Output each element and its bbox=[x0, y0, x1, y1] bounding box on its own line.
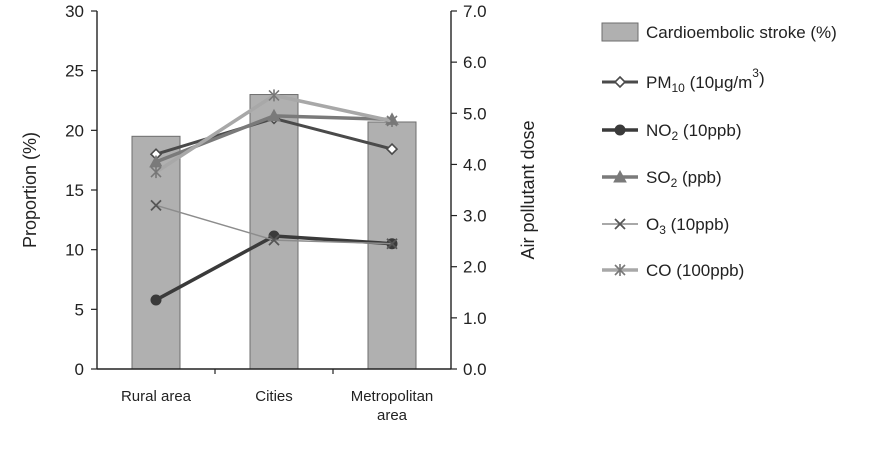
legend-swatch-marker-4 bbox=[614, 264, 626, 276]
legend-swatch-bar bbox=[601, 22, 639, 42]
point-3-1 bbox=[268, 234, 280, 246]
y-left-tick-label: 25 bbox=[65, 62, 84, 81]
legend-label-2: SO2 (ppb) bbox=[646, 168, 722, 190]
legend-label-4: CO (100ppb) bbox=[646, 261, 744, 280]
y-axis-right-title: Air pollutant dose bbox=[518, 120, 538, 259]
point-3-2 bbox=[386, 238, 398, 250]
legend-label-3: O3 (10ppb) bbox=[646, 215, 729, 237]
y-right-tick-label: 3.0 bbox=[463, 207, 487, 226]
legend-label-1: NO2 (10ppb) bbox=[646, 121, 742, 143]
y-right-tick-label: 7.0 bbox=[463, 2, 487, 21]
y-right-tick-label: 2.0 bbox=[463, 258, 487, 277]
y-left-tick-label: 10 bbox=[65, 241, 84, 260]
x-tick-label: Metropolitan area bbox=[351, 388, 434, 424]
y-left-tick-label: 5 bbox=[75, 300, 84, 319]
x-tick-label: Cities bbox=[255, 388, 293, 405]
y-left-tick-label: 20 bbox=[65, 121, 84, 140]
point-2-1 bbox=[267, 108, 281, 122]
y-right-tick-label: 4.0 bbox=[463, 155, 487, 174]
legend-label-bar: Cardioembolic stroke (%) bbox=[646, 23, 837, 42]
y-left-tick-label: 15 bbox=[65, 181, 84, 200]
legend-swatch-marker-1 bbox=[614, 124, 626, 136]
legend-swatch-marker-0 bbox=[613, 75, 627, 89]
point-1-0 bbox=[150, 294, 162, 306]
legend-label-0: PM10 (10μg/m3) bbox=[646, 66, 765, 95]
y-left-tick-label: 0 bbox=[75, 360, 84, 379]
point-3-0 bbox=[150, 199, 162, 211]
legend-swatch-marker-2 bbox=[613, 169, 627, 183]
point-4-0 bbox=[150, 166, 162, 179]
y-right-tick-label: 5.0 bbox=[463, 104, 487, 123]
point-4-2 bbox=[386, 114, 398, 127]
point-0-2 bbox=[385, 142, 399, 156]
y-right-tick-label: 6.0 bbox=[463, 53, 487, 72]
y-right-tick-label: 1.0 bbox=[463, 309, 487, 328]
y-left-tick-label: 30 bbox=[65, 2, 84, 21]
y-right-tick-label: 0.0 bbox=[463, 360, 487, 379]
point-4-1 bbox=[268, 89, 280, 102]
x-tick-label: Rural area bbox=[121, 388, 192, 405]
y-axis-left-title: Proportion (%) bbox=[20, 132, 40, 248]
legend-swatch-marker-3 bbox=[614, 218, 626, 230]
